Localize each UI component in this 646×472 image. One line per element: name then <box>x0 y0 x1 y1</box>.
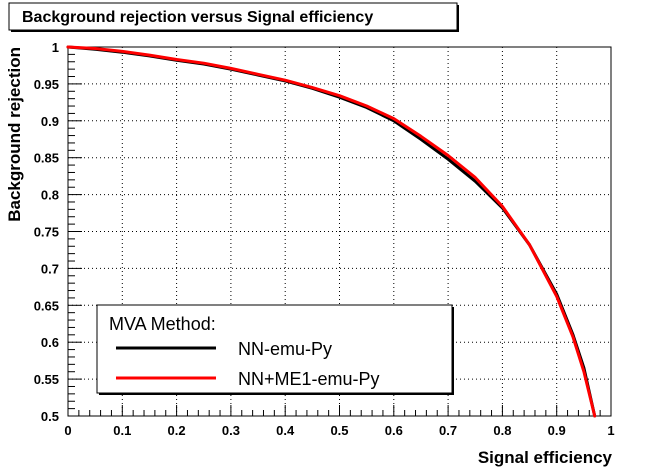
chart-title-box: Background rejection versus Signal effic… <box>8 2 459 32</box>
y-tick-label: 0.9 <box>41 114 59 129</box>
x-tick-label: 0.8 <box>493 423 511 438</box>
y-tick-label: 0.95 <box>34 77 59 92</box>
series-line-nn-me1-emu-py <box>66 45 597 418</box>
x-tick-label: 0.5 <box>330 423 348 438</box>
y-tick-label: 1 <box>52 40 59 55</box>
chart-title: Background rejection versus Signal effic… <box>22 9 373 26</box>
x-tick-label: 0.1 <box>113 423 131 438</box>
chart-title-shadow-bottom <box>11 30 459 32</box>
y-tick-label: 0.85 <box>34 151 59 166</box>
x-tick-label: 0.7 <box>439 423 457 438</box>
x-tick-label: 0.9 <box>548 423 566 438</box>
y-tick-label: 0.75 <box>34 225 59 240</box>
legend: MVA Method: NN-emu-Py NN+ME1-emu-Py <box>96 304 454 395</box>
y-tick-label: 0.6 <box>41 335 59 350</box>
y-axis-title: Background rejection <box>5 47 24 222</box>
legend-shadow-right <box>452 307 454 395</box>
chart-title-frame <box>8 2 458 31</box>
y-tick-label: 0.65 <box>34 298 59 313</box>
x-tick-label: 0.2 <box>168 423 186 438</box>
x-axis-title: Signal efficiency <box>478 448 613 467</box>
series-lines <box>66 45 597 418</box>
legend-title: MVA Method: <box>109 314 216 334</box>
y-tick-label: 0.7 <box>41 261 59 276</box>
chart-title-shadow-right <box>457 5 459 32</box>
axis-ticks <box>67 46 612 417</box>
legend-shadow-bottom <box>99 393 454 395</box>
y-tick-label: 0.8 <box>41 188 59 203</box>
x-tick-label: 0.6 <box>385 423 403 438</box>
y-tick-label: 0.5 <box>41 409 59 424</box>
legend-label-nn-emu-py: NN-emu-Py <box>238 339 332 359</box>
x-tick-label: 0 <box>64 423 71 438</box>
y-tick-label: 0.55 <box>34 372 59 387</box>
y-tick-labels: 0.5 0.55 0.6 0.65 0.7 0.75 0.8 0.85 0.9 0.95 1 <box>34 40 59 424</box>
x-tick-label: 0.4 <box>276 423 295 438</box>
legend-label-nn-me1-emu-py: NN+ME1-emu-Py <box>238 369 380 389</box>
x-tick-labels: 0 0.1 0.2 0.3 0.4 0.5 0.6 0.7 0.8 0.9 1 <box>64 423 614 438</box>
x-tick-label: 1 <box>607 423 614 438</box>
x-tick-label: 0.3 <box>222 423 240 438</box>
